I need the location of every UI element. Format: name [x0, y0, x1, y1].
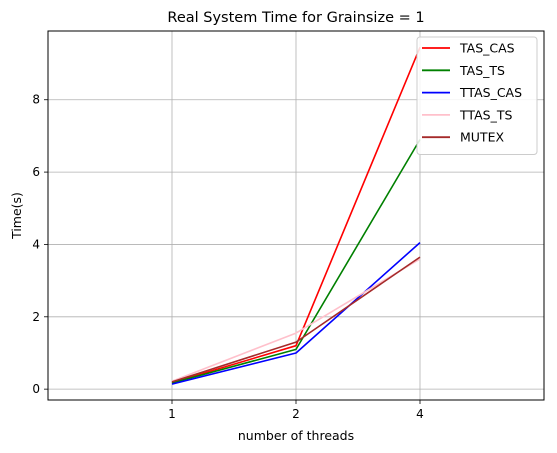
x-tick-label: 4: [416, 407, 424, 421]
series-line-tas-cas: [171, 46, 421, 384]
y-tick-label: 6: [32, 165, 40, 179]
axis-ticks: 1 2 4 0 2 4 6 8: [32, 93, 423, 421]
legend-label: TAS_CAS: [459, 41, 515, 56]
legend-label: TTAS_TS: [459, 107, 512, 122]
x-tick-label: 2: [292, 407, 300, 421]
y-axis-label: Time(s): [9, 192, 24, 240]
x-tick-label: 1: [168, 407, 176, 421]
legend-label: TAS_TS: [459, 63, 505, 78]
series-lines: [171, 46, 421, 385]
x-axis-label: number of threads: [238, 428, 354, 443]
y-tick-label: 4: [32, 237, 40, 251]
legend-label: TTAS_CAS: [459, 85, 522, 100]
y-tick-label: 8: [32, 93, 40, 107]
y-tick-label: 2: [32, 310, 40, 324]
y-tick-label: 0: [32, 382, 40, 396]
series-line-ttas-ts: [171, 258, 421, 382]
legend-label: MUTEX: [460, 130, 504, 145]
series-line-mutex: [171, 256, 421, 383]
legend-box: [416, 36, 538, 155]
chart-title: Real System Time for Grainsize = 1: [167, 10, 424, 26]
legend: TAS_CAS TAS_TS TTAS_CAS TTAS_TS MUTEX: [416, 36, 538, 155]
series-line-ttas-cas: [171, 242, 421, 385]
series-line-tas-ts: [171, 139, 421, 384]
